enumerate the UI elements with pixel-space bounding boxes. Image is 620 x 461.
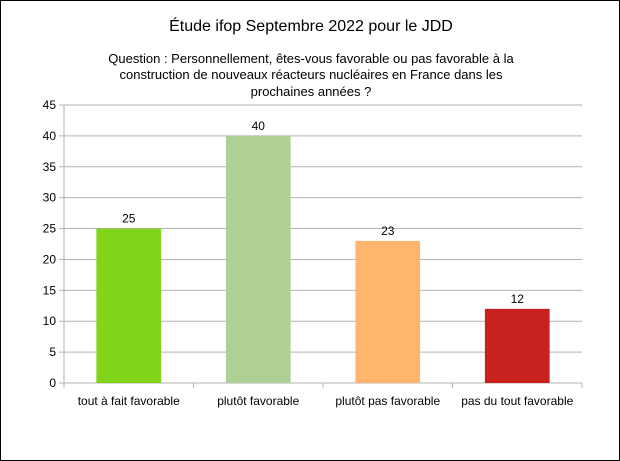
- data-label: 12: [511, 292, 525, 306]
- y-tick-label: 30: [43, 191, 57, 205]
- x-tick-label: tout à fait favorable: [78, 394, 180, 408]
- data-label: 23: [381, 224, 395, 238]
- y-tick-label: 0: [49, 376, 56, 390]
- bar: [484, 308, 550, 383]
- bar: [96, 228, 162, 383]
- chart-subtitle-line-3: prochaines années ?: [251, 84, 372, 99]
- x-tick-label: plutôt favorable: [217, 394, 299, 408]
- labels: 0 5 10 15 20 25 30 35 40 45 25 tout à fait favorabl…: [43, 98, 574, 408]
- x-tick-label: pas du tout favorable: [461, 394, 573, 408]
- x-tick-label: plutôt pas favorable: [335, 394, 440, 408]
- y-tick-label: 20: [43, 252, 57, 266]
- y-tick-label: 15: [43, 283, 57, 297]
- y-tick-label: 10: [43, 314, 57, 328]
- y-tick-label: 35: [43, 160, 57, 174]
- y-tick-label: 5: [49, 345, 56, 359]
- y-tick-label: 45: [43, 98, 57, 112]
- y-tick-label: 25: [43, 222, 57, 236]
- y-tick-label: 40: [43, 129, 57, 143]
- data-label: 25: [122, 212, 136, 226]
- chart-subtitle-line-2: construction de nouveaux réacteurs nuclé…: [120, 67, 503, 82]
- chart-title: Étude ifop Septembre 2022 pour le JDD: [169, 16, 453, 35]
- bar: [355, 240, 421, 383]
- chart-subtitle-line-1: Question : Personnellement, êtes-vous fa…: [108, 51, 514, 66]
- data-label: 40: [252, 119, 266, 133]
- bar: [225, 135, 291, 383]
- bars: [96, 135, 550, 383]
